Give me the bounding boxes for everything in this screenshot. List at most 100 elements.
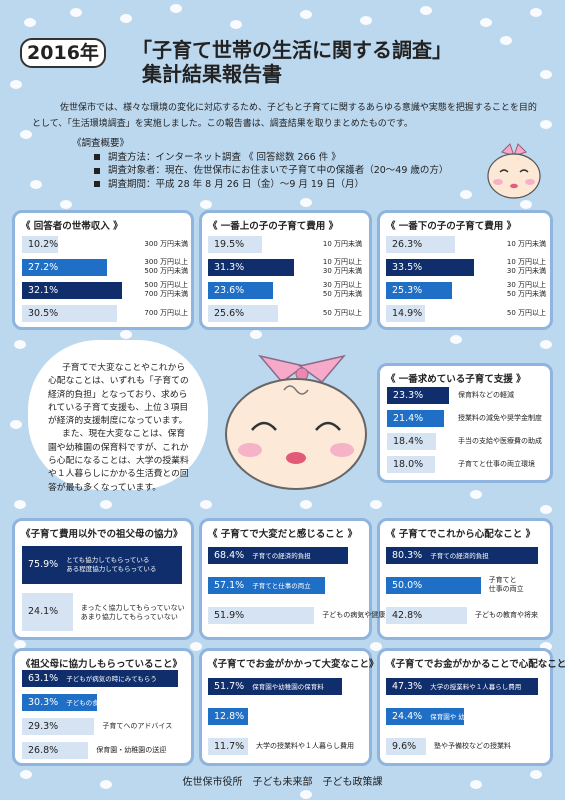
- bar-worry: 42.8%: [386, 607, 468, 624]
- bar-value: 18.4%: [393, 436, 424, 447]
- panel-title: 《 一番下の子の子育て費用 》: [386, 221, 517, 232]
- bar-value: 11.7%: [214, 741, 245, 752]
- bar-label: 子育てと仕事の両立: [252, 582, 311, 590]
- bar-value: 75.9%: [28, 559, 59, 570]
- footer-credit: 佐世保市役所 子ども未来部 子ども政策課: [182, 777, 383, 788]
- bar-value: 9.6%: [392, 741, 417, 752]
- snow-dot: [200, 200, 212, 209]
- snow-dot: [540, 340, 552, 349]
- small-baby-illustration: [487, 143, 541, 199]
- bar-hard: 57.1% 子育てと仕事の両立: [208, 577, 325, 594]
- snow-dot: [100, 500, 112, 509]
- bar-label: 保育園・幼稚園の送迎: [96, 746, 167, 754]
- survey-overview: 《調査概要》 調査方法：インターネット調査 《 回答総数 266 件 》 調査対…: [72, 137, 448, 191]
- bar-income: 10.2%: [22, 236, 58, 253]
- snow-dot: [450, 335, 462, 344]
- bar-value: 47.3%: [392, 681, 423, 692]
- bar-value: 29.3%: [28, 721, 59, 732]
- summary-speech-bubble: 子育てで大変なことやこれから心配なことは、いずれも「子育ての経済的負担」となって…: [28, 340, 208, 493]
- bar-value: 51.9%: [214, 610, 245, 621]
- bar-grand_what: 30.3% 子どもの食事や洗濯: [22, 694, 125, 711]
- speech-paragraph: 子育てで大変なことやこれから心配なことは、いずれも「子育ての経済的負担」となって…: [48, 363, 189, 427]
- bar-label: 保育園や幼稚園の保育料: [252, 683, 324, 691]
- report-subtitle: 集計結果報告書: [142, 62, 282, 86]
- bar-support: 21.4%: [387, 410, 444, 427]
- bar-label: まったく協力してもらっていない あまり協力してもらっていない: [80, 604, 185, 621]
- bar-label: スポーツや習いごとの費用: [252, 713, 330, 721]
- bar-value: 18.0%: [393, 459, 424, 470]
- bar-label: 保育園や 幼稚園の保育料: [430, 713, 504, 721]
- snow-dot: [14, 500, 26, 509]
- bar-value: 26.3%: [392, 239, 423, 250]
- bar-label: 子育てへのアドバイス: [102, 722, 173, 730]
- bar-value: 31.3%: [214, 262, 245, 273]
- bar-label: 30 万円以上 50 万円未満: [506, 281, 546, 298]
- bar-label: 10 万円未満: [322, 240, 362, 248]
- panel-title: 《子育て費用以外での祖父母の協力》: [21, 529, 183, 540]
- bar-hard: 68.4% 子育ての経済的負担: [208, 547, 348, 564]
- snow-dot: [30, 180, 42, 189]
- bar-label: 50 万円以上: [506, 309, 546, 317]
- baby-illustration: [225, 354, 367, 490]
- snow-dot: [230, 20, 242, 29]
- snow-dot: [70, 8, 82, 17]
- bar-value: 57.1%: [214, 580, 245, 591]
- bar-grand_help: 75.9% とても協力してもらっている ある程度協力してもらっている: [22, 546, 182, 584]
- bar-label: 子どもが病気の時にみてもらう: [66, 675, 157, 683]
- bar-value: 30.3%: [28, 697, 59, 708]
- snow-dot: [10, 80, 22, 89]
- snow-dot: [300, 198, 312, 207]
- bar-value: 30.5%: [28, 308, 59, 319]
- bar-support: 18.0%: [387, 456, 435, 473]
- snow-dot: [200, 500, 212, 509]
- bullet-square-icon: [94, 167, 100, 174]
- bar-label: 子育ての経済的負担: [430, 552, 489, 560]
- bar-eldest: 25.6%: [208, 305, 279, 322]
- bar-value: 23.3%: [393, 390, 424, 401]
- bar-value: 42.8%: [392, 610, 423, 621]
- bullet-square-icon: [94, 154, 100, 161]
- bar-youngest: 33.5%: [386, 259, 474, 276]
- bar-label: 大学の授業料や１人暮らし費用: [256, 742, 354, 750]
- snow-dot: [540, 120, 552, 129]
- panel-title: 《子育てでお金がかかることで心配なこと》: [386, 659, 565, 670]
- bar-hard: 51.9%: [208, 607, 315, 624]
- bar-money_worry: 24.4% 保育園や 幼稚園の保育料: [386, 708, 504, 725]
- bar-label: 子どもの教育や将来: [475, 611, 539, 619]
- bar-label: 授業料の減免や奨学金制度: [458, 414, 542, 422]
- bar-label: 手当の支給や医療費の助成: [458, 437, 542, 445]
- bar-money_hard: 11.7%: [208, 738, 248, 755]
- bar-value: 12.8%: [214, 711, 245, 722]
- bar-eldest: 23.6%: [208, 282, 273, 299]
- bar-label: 30 万円以上 50 万円未満: [322, 281, 362, 298]
- bar-value: 25.6%: [214, 308, 245, 319]
- overview-item: 調査期間：平成 28 年 8 月 26 日（金）～9 月 19 日（月）: [72, 178, 448, 192]
- bar-value: 25.3%: [392, 285, 423, 296]
- bar-grand_what: 63.1% 子どもが病気の時にみてもらう: [22, 670, 178, 687]
- bar-income: 32.1%: [22, 282, 122, 299]
- bar-label: 300 万円以上 500 万円未満: [144, 258, 188, 275]
- bar-label: 10 万円以上 30 万円未満: [322, 258, 362, 275]
- bar-label: 保育料などの軽減: [458, 391, 514, 399]
- bar-value: 27.2%: [28, 262, 59, 273]
- bar-value: 21.4%: [393, 413, 424, 424]
- bar-label: 子育てと 仕事の両立: [488, 576, 524, 593]
- panel-title: 《祖父母に協力しもらっていること》: [21, 659, 183, 670]
- snow-dot: [460, 190, 472, 199]
- bar-value: 10.2%: [28, 239, 59, 250]
- overview-item: 調査方法：インターネット調査 《 回答総数 266 件 》: [72, 151, 448, 165]
- bar-value: 19.5%: [214, 239, 245, 250]
- snow-dot: [300, 500, 312, 509]
- bar-label: とても協力してもらっている ある程度協力してもらっている: [66, 555, 157, 573]
- panel-title: 《 子育てでこれから心配なこと 》: [386, 529, 536, 540]
- bar-value: 32.1%: [28, 285, 59, 296]
- snow-dot: [120, 14, 132, 23]
- bar-label: 50 万円以上: [322, 309, 362, 317]
- snow-dot: [300, 10, 312, 19]
- bar-money_worry: 47.3% 大学の授業料や１人暮らし費用: [386, 678, 538, 695]
- overview-heading: 《調査概要》: [72, 138, 130, 149]
- panel-title: 《 回答者の世帯収入 》: [21, 221, 123, 232]
- bar-label: 700 万円以上: [144, 309, 188, 317]
- snow-dot: [250, 330, 262, 339]
- bar-label: 子どもの食事や洗濯: [66, 699, 125, 707]
